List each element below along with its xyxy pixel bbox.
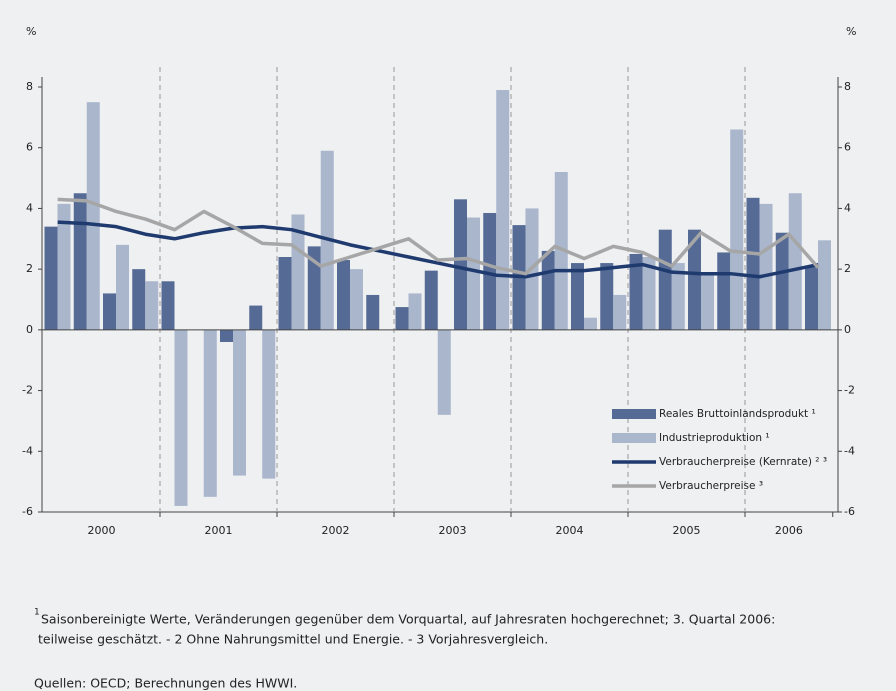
- bar: [408, 293, 422, 330]
- bar: [86, 102, 100, 330]
- y-tick-label: -6: [22, 505, 33, 518]
- y-tick-label: 8: [26, 80, 33, 93]
- line: [57, 220, 819, 279]
- bar: [759, 203, 773, 330]
- bar: [278, 257, 292, 330]
- y2-tick-label: 8: [844, 80, 851, 93]
- y-tick-label: 2: [26, 262, 33, 275]
- legend-label: Verbraucherpreise (Kernrate) ² ³: [659, 456, 827, 468]
- bar: [613, 294, 627, 330]
- legend-swatch: [612, 433, 656, 443]
- bar: [642, 257, 656, 330]
- bar: [262, 329, 276, 479]
- x-group-label: 2001: [205, 524, 233, 537]
- bar: [483, 212, 497, 330]
- bar: [249, 305, 263, 330]
- bar: [788, 193, 802, 330]
- bar: [437, 329, 451, 415]
- bar: [103, 293, 116, 330]
- footnote-mark: 1: [34, 608, 40, 618]
- y-tick-label: -2: [22, 384, 33, 397]
- footnote: Saisonbereinigte Werte, Veränderungen ge…: [41, 612, 775, 627]
- bar: [730, 129, 744, 330]
- bar: [688, 229, 701, 330]
- bar: [671, 263, 685, 330]
- bar: [554, 172, 568, 330]
- bar: [395, 307, 409, 330]
- legend-label: Verbraucherpreise ³: [659, 480, 763, 492]
- bar: [203, 329, 217, 497]
- x-group-label: 2005: [673, 524, 701, 537]
- bar: [541, 250, 555, 330]
- bar: [132, 269, 146, 330]
- bar: [174, 329, 188, 506]
- bar: [337, 260, 350, 330]
- bar: [161, 281, 175, 330]
- y2-axis-label: %: [846, 25, 856, 38]
- bar: [57, 203, 71, 330]
- legend-label: Reales Bruttoinlandsprodukt ¹: [659, 408, 816, 420]
- source: Quellen: OECD; Berechnungen des HWWI.: [34, 676, 297, 691]
- y-tick-label: 4: [26, 201, 33, 214]
- bar: [424, 270, 438, 330]
- y2-tick-label: 4: [844, 201, 851, 214]
- x-group-label: 2003: [439, 524, 467, 537]
- x-group-label: 2004: [556, 524, 584, 537]
- bar: [73, 193, 87, 330]
- legend-swatch: [612, 409, 656, 419]
- bar: [775, 232, 789, 330]
- y2-tick-label: -6: [844, 505, 855, 518]
- bar: [291, 214, 305, 330]
- bar: [746, 197, 760, 330]
- y-tick-label: 6: [26, 141, 33, 154]
- bar: [600, 263, 614, 330]
- bar: [571, 263, 584, 330]
- bar: [818, 240, 831, 330]
- bar: [307, 246, 321, 330]
- y2-tick-label: -4: [844, 444, 855, 457]
- y-axis-label: %: [26, 25, 36, 38]
- y-tick-label: 0: [26, 323, 33, 336]
- x-group-label: 2006: [775, 524, 803, 537]
- bar: [658, 229, 672, 330]
- line: [57, 197, 820, 276]
- y2-tick-label: 2: [844, 262, 851, 275]
- bar: [366, 294, 380, 330]
- bar: [350, 269, 363, 330]
- bar: [701, 272, 714, 330]
- bar: [233, 329, 246, 476]
- bar: [496, 90, 510, 330]
- bar: [116, 244, 129, 330]
- y2-tick-label: 6: [844, 141, 851, 154]
- x-group-label: 2000: [88, 524, 116, 537]
- bar: [629, 253, 643, 330]
- legend-label: Industrieproduktion ¹: [659, 432, 770, 444]
- footnote: teilweise geschätzt. - 2 Ohne Nahrungsmi…: [38, 632, 548, 647]
- x-group-label: 2002: [322, 524, 350, 537]
- bar: [454, 199, 467, 330]
- y2-tick-label: 0: [844, 323, 851, 336]
- bar: [44, 226, 58, 330]
- y2-tick-label: -2: [844, 384, 855, 397]
- bar: [467, 217, 480, 330]
- bar: [717, 252, 731, 330]
- y-tick-label: -4: [22, 444, 33, 457]
- bar: [145, 281, 159, 330]
- bar: [220, 329, 233, 342]
- bar: [805, 266, 818, 330]
- bar: [584, 317, 597, 330]
